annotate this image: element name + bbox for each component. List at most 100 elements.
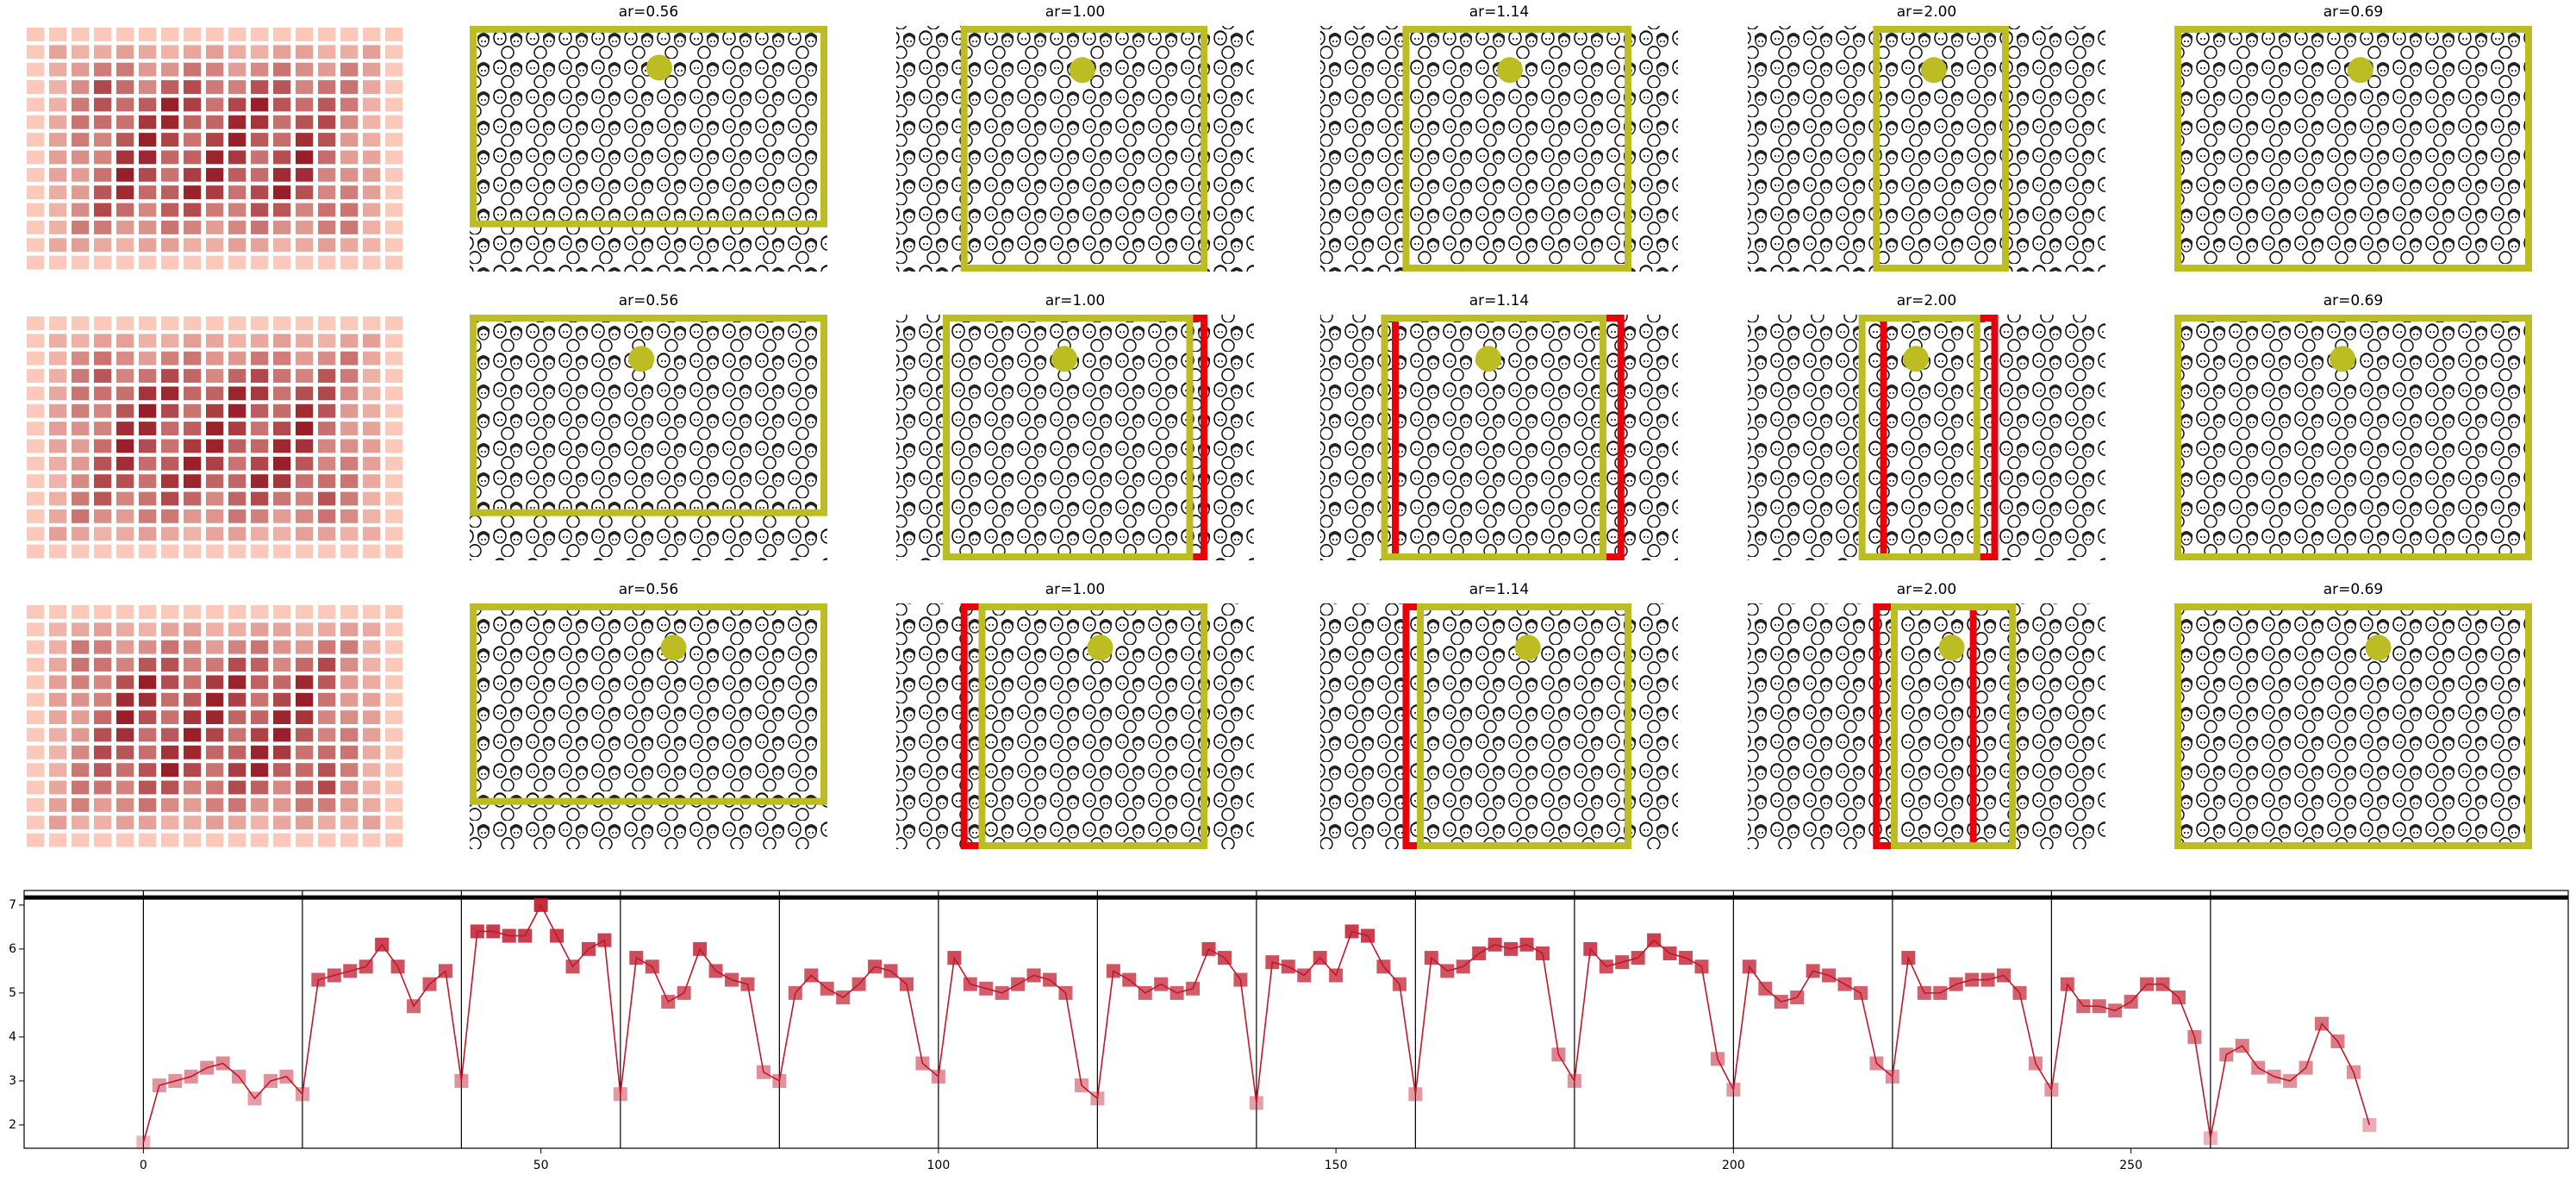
heatmap-cell <box>273 745 291 759</box>
heatmap-cell <box>27 334 45 348</box>
marker <box>1154 977 1169 991</box>
heatmap-cell <box>273 28 291 41</box>
marker <box>1408 1087 1423 1102</box>
heatmap-cell <box>273 334 291 348</box>
heatmap-cell <box>251 439 269 453</box>
heatmap-cell <box>94 185 112 200</box>
heatmap-cell <box>94 220 112 234</box>
heatmap-cell <box>228 203 246 217</box>
heatmap-cell <box>363 745 381 759</box>
heatmap-cell <box>27 439 45 453</box>
heatmap-cell <box>273 403 291 418</box>
yellow-box <box>2174 603 2532 849</box>
yellow-dot <box>1496 57 1523 84</box>
panel-title: ar=2.00 <box>1897 581 1957 598</box>
heatmap-cell <box>161 97 179 112</box>
heatmap-cell <box>139 509 157 523</box>
heatmap-cell <box>228 622 246 637</box>
marker <box>2267 1069 2281 1084</box>
yellow-box <box>1402 26 1632 272</box>
heatmap-cell <box>184 456 202 471</box>
marker <box>756 1065 770 1079</box>
panel-title: ar=0.56 <box>619 581 679 598</box>
heatmap-cell <box>340 780 359 795</box>
yellow-dot <box>2330 346 2356 372</box>
heatmap-cell <box>116 220 134 234</box>
marker <box>1997 968 2012 983</box>
heatmap-cell <box>296 133 314 147</box>
heatmap-cell <box>72 403 90 418</box>
heatmap-cell <box>94 605 112 619</box>
marker <box>2298 1060 2313 1075</box>
heatmap-cell <box>273 369 291 383</box>
heatmap-cell <box>251 675 269 690</box>
heatmap-cell <box>94 640 112 654</box>
heatmap-cell <box>72 316 90 330</box>
heatmap-cell <box>184 334 202 348</box>
heatmap-cell <box>206 238 224 253</box>
heatmap-cell <box>318 605 336 619</box>
heatmap-cell <box>49 403 67 418</box>
heatmap-cell <box>161 403 179 418</box>
heatmap-cell <box>340 745 359 759</box>
heatmap-cell <box>184 403 202 418</box>
heatmap-cell <box>318 527 336 541</box>
heatmap-cell <box>206 220 224 234</box>
heatmap-cell <box>363 386 381 401</box>
yellow-dot <box>1069 57 1095 84</box>
heatmap-cell <box>296 491 314 506</box>
heatmap-cell <box>385 203 403 217</box>
heatmap-cell <box>49 185 67 200</box>
heatmap-cell <box>273 544 291 559</box>
heatmap-cell <box>363 316 381 330</box>
marker <box>1344 924 1359 939</box>
marker <box>1822 968 1837 983</box>
marker <box>868 959 883 974</box>
heatmap-cell <box>363 185 381 200</box>
heatmap-cell <box>161 728 179 742</box>
heatmap-cell <box>318 150 336 165</box>
heatmap-cell <box>385 833 403 847</box>
heatmap-cell <box>251 815 269 830</box>
crowd-image <box>470 603 827 849</box>
heatmap-cell <box>318 255 336 270</box>
marker <box>2044 1083 2059 1097</box>
heatmap-cell <box>363 351 381 366</box>
marker <box>422 977 437 991</box>
heatmap-cell <box>161 658 179 672</box>
heatmap-cell <box>139 692 157 707</box>
heatmap-cell <box>49 203 67 217</box>
y-tick-label: 4 <box>9 1030 16 1044</box>
heatmap-cell <box>251 491 269 506</box>
heatmap-cell <box>206 710 224 725</box>
marker <box>1790 990 1805 1004</box>
heatmap-cell <box>94 422 112 436</box>
heatmap-cell <box>49 622 67 637</box>
heatmap-cell <box>139 745 157 759</box>
heatmap-cell <box>161 544 179 559</box>
marker <box>502 928 516 943</box>
marker <box>1186 981 1201 996</box>
heatmap-cell <box>184 80 202 94</box>
heatmap-cell <box>161 62 179 77</box>
heatmap-cell <box>385 728 403 742</box>
heatmap-cell <box>340 62 359 77</box>
heatmap-cell <box>184 185 202 200</box>
heatmap-cell <box>206 833 224 847</box>
heatmap-cell <box>296 220 314 234</box>
heatmap-cell <box>184 833 202 847</box>
marker <box>1074 1078 1088 1093</box>
heatmap-cell <box>228 45 246 59</box>
heatmap-cell <box>27 833 45 847</box>
marker <box>1679 951 1693 965</box>
heatmap-cell <box>49 316 67 330</box>
heatmap-cell <box>72 62 90 77</box>
panel-title: ar=1.00 <box>1045 292 1106 309</box>
heatmap-cell <box>116 403 134 418</box>
heatmap-cell <box>27 220 45 234</box>
heatmap-cell <box>251 150 269 165</box>
heatmap-cell <box>27 710 45 725</box>
heatmap-cell <box>27 203 45 217</box>
heatmap-cell <box>340 815 359 830</box>
heatmap-cell <box>251 45 269 59</box>
